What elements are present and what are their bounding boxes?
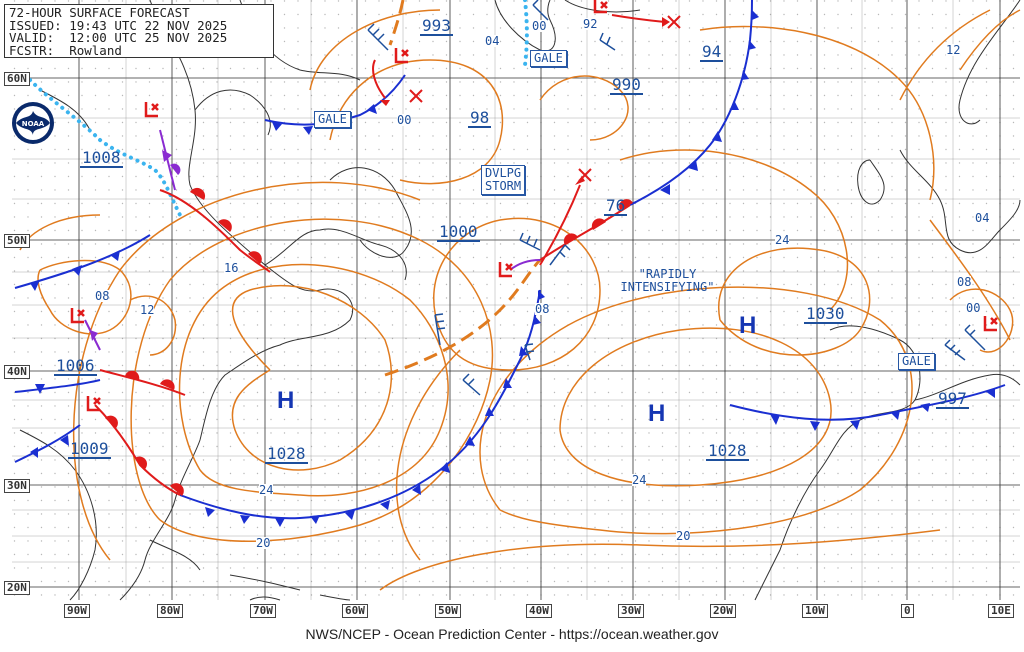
isobar-label: 24 [632, 473, 647, 487]
isobar-label: 00 [532, 19, 547, 33]
lon-label-10e: 10E [988, 604, 1014, 618]
isobar-label: 20 [676, 529, 691, 543]
caption-line1: "RAPIDLY [638, 267, 697, 281]
pressure-value-high: 1030 [804, 304, 847, 324]
lon-label-20w: 20W [710, 604, 736, 618]
isobar-label: 12 [140, 303, 155, 317]
pressure-value-low: 98 [468, 108, 492, 128]
ice-edge [28, 0, 529, 217]
forecaster: FCSTR: Rowland [9, 42, 122, 58]
noaa-logo-icon: NOAA [12, 102, 54, 144]
gale-warning-label: GALE [530, 50, 567, 67]
isobars [19, 9, 1021, 591]
lon-label-40w: 40W [526, 604, 552, 618]
wind-barbs [367, 0, 986, 396]
isobar-label: 00 [966, 301, 981, 315]
lon-label-0: 0 [901, 604, 914, 618]
high-pressure-center: H [277, 387, 295, 414]
pressure-value-low: 997 [936, 389, 969, 409]
lat-label-60n: 60N [4, 72, 30, 86]
lat-label-50n: 50N [4, 234, 30, 248]
lat-label-30n: 30N [4, 479, 30, 493]
lon-label-50w: 50W [435, 604, 461, 618]
isobar-label: 20 [256, 536, 271, 550]
forecast-title: 72-HOUR SURFACE FORECAST [9, 5, 190, 20]
issued-time: ISSUED: 19:43 UTC 22 NOV 2025 [9, 17, 228, 33]
trough-dashed [384, 258, 542, 377]
isobar-label: 92 [583, 17, 598, 31]
pressure-value-low: 1008 [80, 148, 123, 168]
lon-label-10w: 10W [802, 604, 828, 618]
isobar-label: 00 [397, 113, 412, 127]
low-center-icon [70, 0, 998, 412]
pressure-value-low: 1006 [54, 356, 97, 376]
lat-label-40n: 40N [4, 365, 30, 379]
isobar-label: 24 [259, 483, 274, 497]
lon-label-30w: 30W [618, 604, 644, 618]
footer-credit: NWS/NCEP - Ocean Prediction Center - htt… [0, 624, 1024, 652]
isobar-label: 24 [775, 233, 790, 247]
pressure-value-low: 94 [700, 42, 724, 62]
high-pressure-center: H [648, 400, 666, 427]
isobar-label: 12 [946, 43, 961, 57]
pressure-value-low: 1000 [437, 222, 480, 242]
noaa-logo-text: NOAA [22, 120, 45, 128]
pressure-value-high: 1028 [706, 441, 749, 461]
pressure-value-high: 1028 [265, 444, 308, 464]
gale-warning-label: GALE [314, 111, 351, 128]
isobar-label: 04 [975, 211, 990, 225]
isobar-label: 08 [957, 275, 972, 289]
storm-tracks [372, 14, 666, 266]
forecast-position-x [409, 15, 681, 182]
warm-front-semicircles [105, 187, 633, 496]
developing-storm-label: DVLPG STORM [481, 165, 526, 195]
developing-storm-line1: DVLPG [485, 166, 522, 180]
isobar-label: 04 [485, 34, 500, 48]
rapidly-intensifying-caption: "RAPIDLY INTENSIFYING" [605, 268, 730, 294]
lon-label-90w: 90W [64, 604, 90, 618]
isobar-label: 16 [224, 261, 239, 275]
isobar-label: 08 [95, 289, 110, 303]
trough-dashed-north [388, 0, 405, 46]
pressure-value-low: 990 [610, 75, 643, 95]
lat-label-20n: 20N [4, 581, 30, 595]
gale-warning-label: GALE [898, 353, 935, 370]
lon-label-60w: 60W [342, 604, 368, 618]
pressure-value-low: 993 [420, 16, 453, 36]
lon-label-70w: 70W [250, 604, 276, 618]
forecast-header: 72-HOUR SURFACE FORECAST ISSUED: 19:43 U… [4, 4, 274, 58]
pressure-value-low: 76 [604, 196, 628, 216]
isobar-label: 08 [535, 302, 550, 316]
developing-storm-line2: STORM [485, 179, 522, 193]
pressure-value-low: 1009 [68, 439, 111, 459]
high-pressure-center: H [739, 312, 757, 339]
caption-line2: INTENSIFYING" [620, 280, 715, 294]
valid-time: VALID: 12:00 UTC 25 NOV 2025 [9, 30, 228, 46]
lon-label-80w: 80W [157, 604, 183, 618]
